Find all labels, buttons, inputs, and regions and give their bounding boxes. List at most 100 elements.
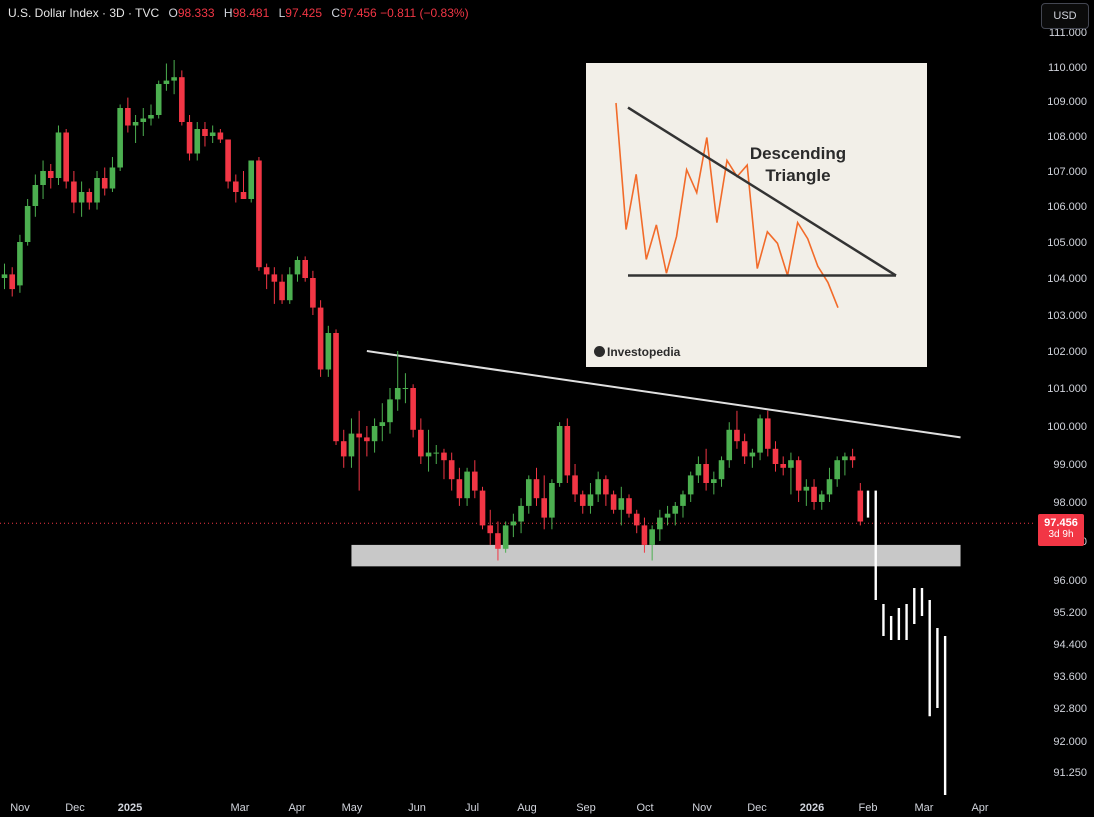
- projection-bar: [874, 490, 877, 600]
- candle-body: [657, 517, 663, 530]
- inset-brand-text: Investopedia: [607, 345, 681, 359]
- candle-body: [333, 333, 339, 442]
- resistance-trendline: [366, 350, 961, 439]
- x-tick-label: Mar: [915, 802, 934, 814]
- candle-body: [433, 452, 440, 454]
- candle-body: [834, 460, 840, 480]
- x-tick-label: Oct: [636, 802, 653, 814]
- close-label: C: [331, 6, 341, 20]
- candle-body: [826, 479, 833, 495]
- x-tick-label: Apr: [971, 802, 988, 814]
- candle-body: [117, 108, 123, 168]
- candle-body: [741, 441, 748, 457]
- candle-body: [633, 513, 640, 526]
- candle-body: [541, 498, 547, 518]
- candle-body: [140, 118, 147, 122]
- y-tick-label: 102.000: [1047, 346, 1087, 358]
- candle-body: [302, 260, 308, 278]
- candle-body: [47, 171, 54, 178]
- candle-body: [472, 471, 478, 491]
- candle-body: [618, 498, 625, 510]
- projection-bar: [920, 588, 924, 616]
- candle-body: [818, 494, 825, 502]
- candle-body: [233, 181, 239, 192]
- candle-body: [849, 456, 856, 461]
- bar-countdown: 3d 9h: [1048, 529, 1074, 540]
- candle-body: [240, 192, 247, 199]
- candle-body: [811, 486, 817, 502]
- candle-body: [263, 267, 270, 275]
- inset-price-line: [615, 102, 839, 308]
- y-tick-label: 104.000: [1047, 273, 1087, 285]
- inset-title-line1: Descending: [749, 144, 847, 163]
- candle-body: [510, 521, 517, 526]
- low-label: L: [278, 6, 286, 20]
- x-tick-label: Sep: [576, 802, 596, 814]
- candle-body: [9, 274, 16, 290]
- y-tick-label: 99.000: [1053, 459, 1087, 471]
- inset-diagram: [615, 102, 897, 308]
- y-tick-label: 108.000: [1047, 131, 1087, 143]
- candle-body: [649, 529, 655, 545]
- candle-body: [256, 160, 262, 268]
- candle-body: [63, 132, 69, 182]
- y-tick-label: 91.250: [1053, 767, 1087, 779]
- candle-body: [317, 307, 324, 370]
- candle-body: [664, 513, 671, 518]
- candle-body: [155, 84, 162, 115]
- currency-button[interactable]: USD: [1041, 3, 1089, 29]
- candle-body: [418, 429, 424, 457]
- candle-body: [672, 505, 679, 514]
- candle-body: [695, 464, 702, 476]
- candle-body: [857, 490, 864, 522]
- y-tick-label: 111.000: [1049, 27, 1087, 39]
- candle-body: [441, 452, 447, 461]
- x-tick-label: Nov: [10, 802, 30, 814]
- candle-body: [487, 525, 494, 534]
- candle-body: [533, 479, 540, 499]
- candle-body: [734, 429, 740, 442]
- symbol-title: U.S. Dollar Index · 3D · TVC: [8, 6, 160, 20]
- candle-body: [757, 418, 763, 453]
- investopedia-logo: Investopedia: [594, 345, 680, 359]
- candle-body: [502, 525, 509, 549]
- x-tick-label: Jun: [408, 802, 426, 814]
- y-tick-label: 95.200: [1053, 607, 1087, 619]
- candle-body: [132, 122, 139, 126]
- candle-body: [348, 433, 355, 457]
- candle-body: [795, 460, 802, 491]
- y-tick-label: 92.800: [1053, 703, 1087, 715]
- y-tick-label: 98.000: [1053, 497, 1087, 509]
- projection-bar: [882, 604, 885, 636]
- candle-body: [564, 426, 571, 476]
- candle-body: [1, 274, 8, 278]
- candle-body: [780, 464, 787, 468]
- inset-title: Descending Triangle: [723, 143, 873, 187]
- y-tick-label: 106.000: [1047, 201, 1087, 213]
- candle-body: [394, 388, 401, 400]
- candle-body: [687, 475, 694, 495]
- candle-body: [55, 132, 62, 178]
- y-tick-label: 103.000: [1047, 310, 1087, 322]
- inset-upper-trendline: [627, 106, 897, 277]
- candle-body: [641, 525, 648, 545]
- y-tick-label: 101.000: [1047, 383, 1087, 395]
- candle-body: [364, 437, 370, 442]
- y-tick-label: 94.400: [1053, 639, 1087, 651]
- candle-body: [603, 479, 609, 495]
- candle-body: [803, 486, 810, 491]
- candle-body: [711, 479, 717, 483]
- projection-bar: [943, 636, 947, 795]
- projection-bar: [928, 600, 931, 717]
- candle-body: [703, 464, 709, 483]
- y-tick-label: 110.000: [1048, 62, 1087, 74]
- candle-body: [225, 139, 231, 182]
- candle-body: [772, 448, 779, 464]
- low-value: 97.425: [285, 6, 322, 20]
- projection-bar: [889, 616, 893, 640]
- candle-body: [387, 399, 393, 423]
- candle-body: [271, 274, 278, 282]
- candle-body: [101, 178, 108, 189]
- x-tick-label: Mar: [231, 802, 250, 814]
